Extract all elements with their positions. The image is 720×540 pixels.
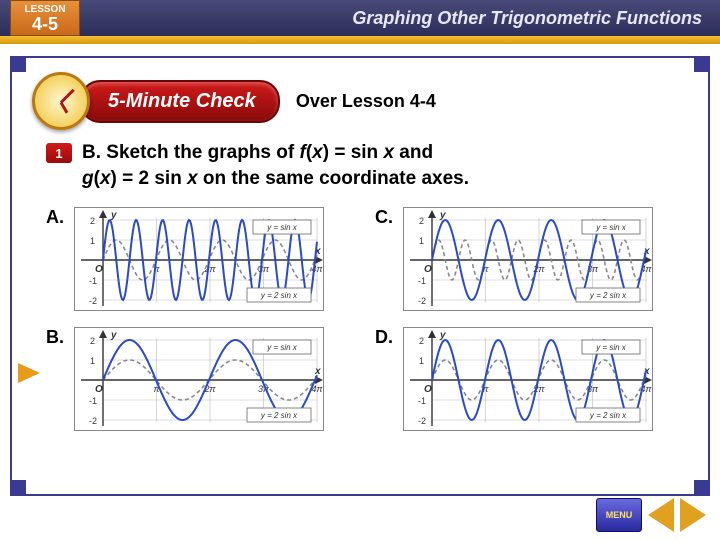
options-grid: A. 12-1-2π2π3π4πOyxy = sin xy = 2 sin x … [46, 207, 674, 431]
svg-text:O: O [424, 264, 432, 275]
svg-text:-2: -2 [418, 296, 426, 306]
next-button[interactable] [680, 498, 706, 532]
svg-text:y = 2 sin x: y = 2 sin x [589, 291, 627, 300]
svg-text:2: 2 [419, 336, 424, 346]
option-a-graph: 12-1-2π2π3π4πOyxy = sin xy = 2 sin x [74, 207, 324, 311]
option-label: B. [46, 327, 74, 348]
option-b[interactable]: B. 12-1-2π2π3π4πOyxy = sin xy = 2 sin x [46, 327, 345, 431]
svg-text:y = 2 sin x: y = 2 sin x [260, 411, 298, 420]
corner-decoration [694, 56, 710, 72]
lesson-badge: LESSON 4-5 [10, 0, 80, 36]
gold-band [0, 36, 720, 44]
q-seg: ) = 2 sin [111, 168, 188, 189]
svg-text:-2: -2 [89, 296, 97, 306]
svg-text:-2: -2 [89, 416, 97, 426]
option-c-graph: 12-1-2π2π3π4πOyxy = sin xy = 2 sin x [403, 207, 653, 311]
svg-text:y: y [110, 330, 117, 341]
lesson-small: LESSON [24, 4, 65, 15]
svg-text:-2: -2 [418, 416, 426, 426]
svg-text:y = sin x: y = sin x [266, 343, 298, 352]
prev-button[interactable] [648, 498, 674, 532]
option-label: C. [375, 207, 403, 228]
lesson-number: 4-5 [32, 15, 58, 33]
content-frame: 5-Minute Check Over Lesson 4-4 1 B. Sket… [10, 56, 710, 496]
q-seg: and [394, 142, 433, 163]
svg-text:-1: -1 [89, 396, 97, 406]
svg-text:1: 1 [419, 236, 424, 246]
svg-text:O: O [95, 384, 103, 395]
q-var: x [383, 142, 394, 163]
svg-text:1: 1 [419, 356, 424, 366]
svg-text:y = 2 sin x: y = 2 sin x [260, 291, 298, 300]
q-var: x [187, 168, 198, 189]
clock-icon [32, 72, 90, 130]
corner-decoration [694, 480, 710, 496]
topbar-title: Graphing Other Trigonometric Functions [352, 8, 702, 29]
svg-text:y = 2 sin x: y = 2 sin x [589, 411, 627, 420]
svg-text:x: x [314, 366, 321, 377]
top-bar: LESSON 4-5 Graphing Other Trigonometric … [0, 0, 720, 36]
q-var: x [100, 168, 111, 189]
svg-text:O: O [95, 264, 103, 275]
svg-text:-1: -1 [89, 276, 97, 286]
svg-text:2: 2 [90, 336, 95, 346]
q-seg: ) = sin [323, 142, 384, 163]
option-d-graph: 12-1-2π2π3π4πOyxy = sin xy = 2 sin x [403, 327, 653, 431]
svg-text:-1: -1 [418, 276, 426, 286]
option-label: D. [375, 327, 403, 348]
svg-text:O: O [424, 384, 432, 395]
bottom-nav: MENU [596, 498, 706, 532]
option-c[interactable]: C. 12-1-2π2π3π4πOyxy = sin xy = 2 sin x [375, 207, 674, 311]
answer-arrow-icon [18, 363, 40, 383]
svg-text:2: 2 [90, 216, 95, 226]
svg-text:1: 1 [90, 356, 95, 366]
question-row: 1 B. Sketch the graphs of f(x) = sin x a… [46, 140, 678, 191]
q-seg: B. Sketch the graphs of [82, 142, 299, 163]
option-d[interactable]: D. 12-1-2π2π3π4πOyxy = sin xy = 2 sin x [375, 327, 674, 431]
svg-text:1: 1 [90, 236, 95, 246]
svg-text:y: y [110, 210, 117, 221]
corner-decoration [10, 56, 26, 72]
q-seg: on the same coordinate axes. [198, 168, 469, 189]
over-lesson-label: Over Lesson 4-4 [296, 91, 436, 112]
corner-decoration [10, 480, 26, 496]
svg-text:2π: 2π [203, 264, 216, 274]
svg-text:y = sin x: y = sin x [595, 223, 627, 232]
option-a[interactable]: A. 12-1-2π2π3π4πOyxy = sin xy = 2 sin x [46, 207, 345, 311]
svg-text:y = sin x: y = sin x [595, 343, 627, 352]
question-number-bullet: 1 [46, 143, 72, 163]
svg-text:y = sin x: y = sin x [266, 223, 298, 232]
check-header: 5-Minute Check Over Lesson 4-4 [32, 72, 708, 130]
question-text: B. Sketch the graphs of f(x) = sin x and… [82, 140, 469, 191]
menu-button[interactable]: MENU [596, 498, 642, 532]
option-b-graph: 12-1-2π2π3π4πOyxy = sin xy = 2 sin x [74, 327, 324, 431]
q-func-g: g [82, 168, 94, 189]
svg-text:-1: -1 [418, 396, 426, 406]
svg-text:2: 2 [419, 216, 424, 226]
five-minute-check-badge: 5-Minute Check [80, 80, 280, 123]
option-label: A. [46, 207, 74, 228]
q-var: x [312, 142, 323, 163]
